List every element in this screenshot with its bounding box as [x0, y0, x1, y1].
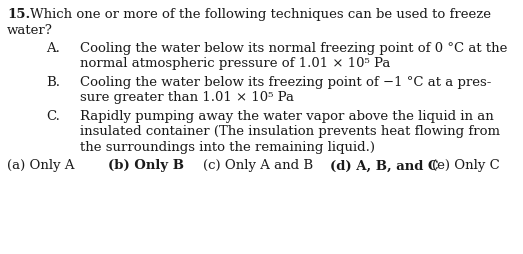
- Text: (d) A, B, and C: (d) A, B, and C: [330, 160, 438, 172]
- Text: (e) Only C: (e) Only C: [432, 160, 500, 172]
- Text: Cooling the water below its freezing point of −1 °C at a pres-: Cooling the water below its freezing poi…: [80, 76, 492, 89]
- Text: (b) Only B: (b) Only B: [108, 160, 184, 172]
- Text: sure greater than 1.01 × 10⁵ Pa: sure greater than 1.01 × 10⁵ Pa: [80, 91, 294, 104]
- Text: C.: C.: [46, 110, 60, 123]
- Text: 15.: 15.: [7, 8, 30, 21]
- Text: the surroundings into the remaining liquid.): the surroundings into the remaining liqu…: [80, 141, 375, 154]
- Text: A.: A.: [46, 42, 60, 55]
- Text: Cooling the water below its normal freezing point of 0 °C at the: Cooling the water below its normal freez…: [80, 42, 507, 55]
- Text: insulated container (The insulation prevents heat flowing from: insulated container (The insulation prev…: [80, 125, 500, 138]
- Text: normal atmospheric pressure of 1.01 × 10⁵ Pa: normal atmospheric pressure of 1.01 × 10…: [80, 57, 390, 71]
- Text: water?: water?: [7, 24, 53, 37]
- Text: (c) Only A and B: (c) Only A and B: [203, 160, 313, 172]
- Text: B.: B.: [46, 76, 60, 89]
- Text: (a) Only A: (a) Only A: [7, 160, 74, 172]
- Text: Which one or more of the following techniques can be used to freeze: Which one or more of the following techn…: [30, 8, 491, 21]
- Text: Rapidly pumping away the water vapor above the liquid in an: Rapidly pumping away the water vapor abo…: [80, 110, 494, 123]
